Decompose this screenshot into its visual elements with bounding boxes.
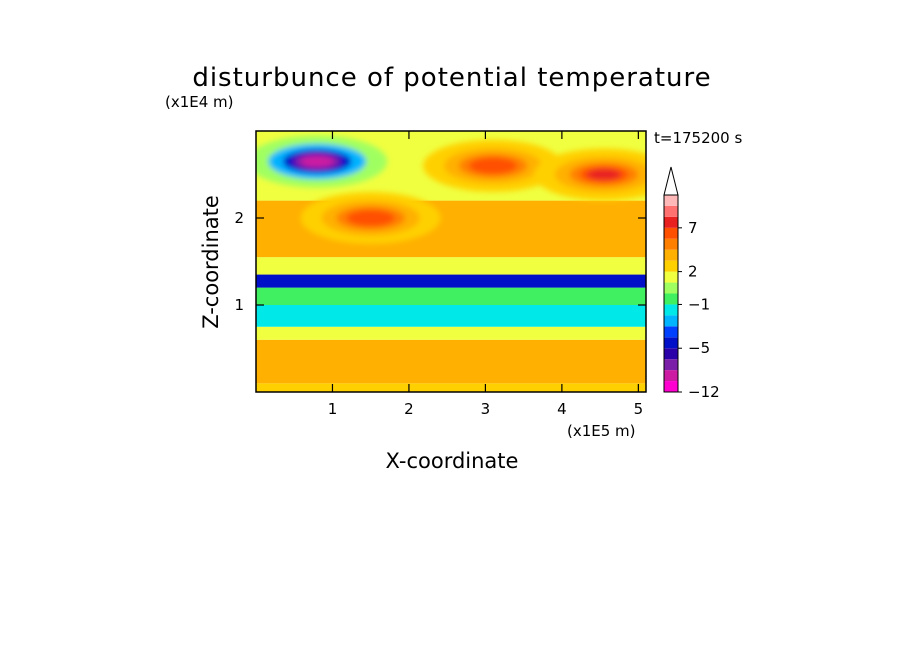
- colorbar-extend-arrow: [663, 166, 679, 196]
- colorbar-swatch: [664, 216, 678, 228]
- colorbar-swatch: [664, 326, 678, 338]
- field-feature-2: [533, 148, 646, 201]
- colorbar-frame: [663, 194, 679, 393]
- time-label: t=175200 s: [654, 129, 742, 147]
- colorbar-swatch: [664, 238, 678, 250]
- colorbar-swatch: [664, 304, 678, 316]
- colorbar-swatch: [664, 315, 678, 327]
- heatmap-features: [256, 135, 646, 244]
- colorbar-swatch: [664, 260, 678, 272]
- heatmap-field: [256, 131, 646, 392]
- x-ticks: 1 2 3 4 5: [328, 131, 643, 418]
- colorbar-swatch: [664, 205, 678, 217]
- colorbar: 7 2 −1 −5 −12: [663, 166, 720, 401]
- colorbar-swatch: [664, 359, 678, 371]
- x-unit-label: (x1E5 m): [567, 422, 636, 440]
- colorbar-swatch: [664, 370, 678, 382]
- colorbar-label: 7: [688, 219, 698, 237]
- x-tick-label: 4: [557, 400, 567, 418]
- y-tick-label: 1: [234, 296, 244, 314]
- colorbar-label: −1: [688, 295, 710, 313]
- y-tick-label: 2: [234, 209, 244, 227]
- colorbar-swatch: [664, 271, 678, 283]
- plot-frame: [255, 130, 647, 393]
- field-feature-3: [300, 192, 441, 244]
- colorbar-label: 2: [688, 263, 698, 281]
- colorbar-swatch: [664, 293, 678, 305]
- field-feature-1: [423, 139, 564, 192]
- colorbar-swatch: [664, 282, 678, 294]
- field-band-3: [256, 305, 646, 327]
- field-feature-0: [256, 135, 388, 188]
- x-tick-label: 1: [328, 400, 338, 418]
- colorbar-swatch: [664, 195, 678, 206]
- colorbar-swatch: [664, 348, 678, 360]
- x-tick-label: 3: [481, 400, 491, 418]
- chart-title: disturbunce of potential temperature: [192, 63, 711, 93]
- field-band-5: [256, 274, 646, 288]
- colorbar-swatch: [664, 381, 678, 392]
- field-band-1: [256, 339, 646, 384]
- x-tick-label: 2: [404, 400, 414, 418]
- colorbar-swatch: [664, 227, 678, 239]
- y-ticks: 12: [234, 209, 646, 314]
- field-band-6: [256, 257, 646, 275]
- field-band-2: [256, 326, 646, 340]
- field-band-0: [256, 383, 646, 392]
- x-axis-label: X-coordinate: [386, 449, 519, 473]
- colorbar-swatch: [664, 249, 678, 261]
- field-band-4: [256, 287, 646, 305]
- colorbar-label: −12: [688, 383, 720, 401]
- colorbar-swatch: [664, 337, 678, 349]
- colorbar-label: −5: [688, 339, 710, 357]
- x-tick-label: 5: [634, 400, 644, 418]
- y-unit-label: (x1E4 m): [165, 93, 234, 111]
- y-axis-label: Z-coordinate: [199, 195, 223, 329]
